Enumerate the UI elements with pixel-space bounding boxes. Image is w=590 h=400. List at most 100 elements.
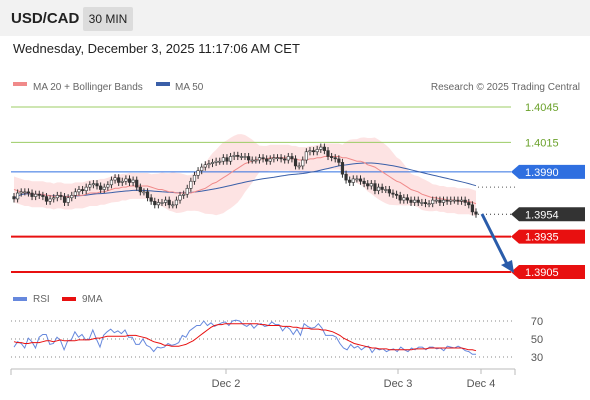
candle-up [84,186,88,191]
candle-down [59,195,63,197]
candle-up [178,195,182,201]
candle-up [286,156,290,161]
candle-up [163,199,168,203]
candle-up [304,151,308,161]
last-tag-1.3954 [511,207,585,222]
candle-up [73,191,77,196]
candle-down [311,150,316,153]
rsi-tick-label-30: 30 [531,352,543,364]
candle-up [268,158,272,162]
bollinger-bands [14,134,476,217]
candle-up [77,189,81,193]
candle-down [138,186,142,193]
candle-down [348,179,352,183]
candle-down [394,193,399,196]
ma20-line-group [13,156,477,205]
candle-down [362,180,366,184]
candle-up [351,178,355,183]
candle-down [340,162,345,175]
candle-down [279,157,283,160]
symbol-title: USD/CAD [11,10,80,27]
candle-up [232,155,236,157]
rsi-ma-line [13,323,477,352]
timeframe-button[interactable]: 30 MIN [83,7,133,31]
support-tag-1.3905 [511,265,585,279]
rsi-tick-label-50: 50 [531,334,543,346]
candle-up [160,202,164,204]
candle-up [55,195,59,199]
candle-up [16,192,20,200]
ma50-line-group [13,162,477,200]
support-tag-label-1.3905: 1.3905 [525,267,559,279]
candle-up [402,197,406,201]
candle-up [109,179,114,186]
candle-up [210,162,215,164]
candle-up [369,183,373,187]
candle-down [456,199,460,202]
candle-up [120,180,124,183]
candle-up [171,204,175,207]
candle-down [26,191,31,194]
x-tick-label: Dec 4 [467,378,496,390]
candle-up [142,191,146,194]
candle-down [290,156,294,160]
ma50-legend-swatch [156,82,170,86]
ma20-line [13,156,477,205]
candle-down [337,158,341,163]
candles [12,143,478,218]
rsi-tick-label-70: 70 [531,316,543,328]
candle-up [275,157,280,159]
candle-down [423,202,428,204]
forecast-arrow-shaft [480,213,510,267]
candle-up [355,178,359,181]
candle-down [225,157,229,162]
candle-up [200,166,204,171]
candle-up [52,197,56,200]
candle-up [196,170,200,176]
candle-up [23,191,27,194]
candle-down [80,189,85,191]
candle-up [113,177,117,181]
x-tick-label: Dec 2 [212,378,241,390]
candle-down [265,158,269,162]
candle-up [189,180,193,189]
candle-up [239,156,243,158]
candle-down [366,183,370,187]
level-tags: 1.4045 1.4015 1.3990 1.3954 1.3935 1.3905 [511,102,585,279]
candle-up [192,175,197,182]
rsi-ma-legend-label: 9MA [82,294,103,305]
candle-down [167,199,171,206]
candle-up [431,199,435,204]
candle-down [99,185,103,190]
candle-up [70,195,74,199]
candle-up [449,199,453,202]
candle-down [247,156,251,161]
bollinger-band-area [14,134,476,217]
x-tick-label: Dec 3 [384,378,413,390]
candle-up [174,199,179,206]
candle-up [420,202,424,204]
candle-up [452,199,456,202]
candle-down [261,157,265,160]
candle-up [254,159,258,162]
candle-down [293,158,298,167]
credit-text: Research © 2025 Trading Central [431,82,580,93]
forecast-arrow-group [480,213,514,273]
ma50-line [13,162,477,200]
candle-up [203,164,207,168]
candle-up [459,199,464,202]
candle-up [250,159,254,162]
candle-up [243,156,247,158]
candle-up [66,197,70,203]
candle-down [95,183,99,187]
candle-up [319,146,323,150]
candle-down [149,197,153,202]
candle-down [398,195,402,201]
candle-up [48,198,52,202]
candle-down [145,191,150,199]
candle-down [153,200,157,206]
candle-up [272,157,276,160]
ma20-legend-swatch [13,82,27,86]
candle-down [30,192,34,197]
candle-up [218,160,222,163]
